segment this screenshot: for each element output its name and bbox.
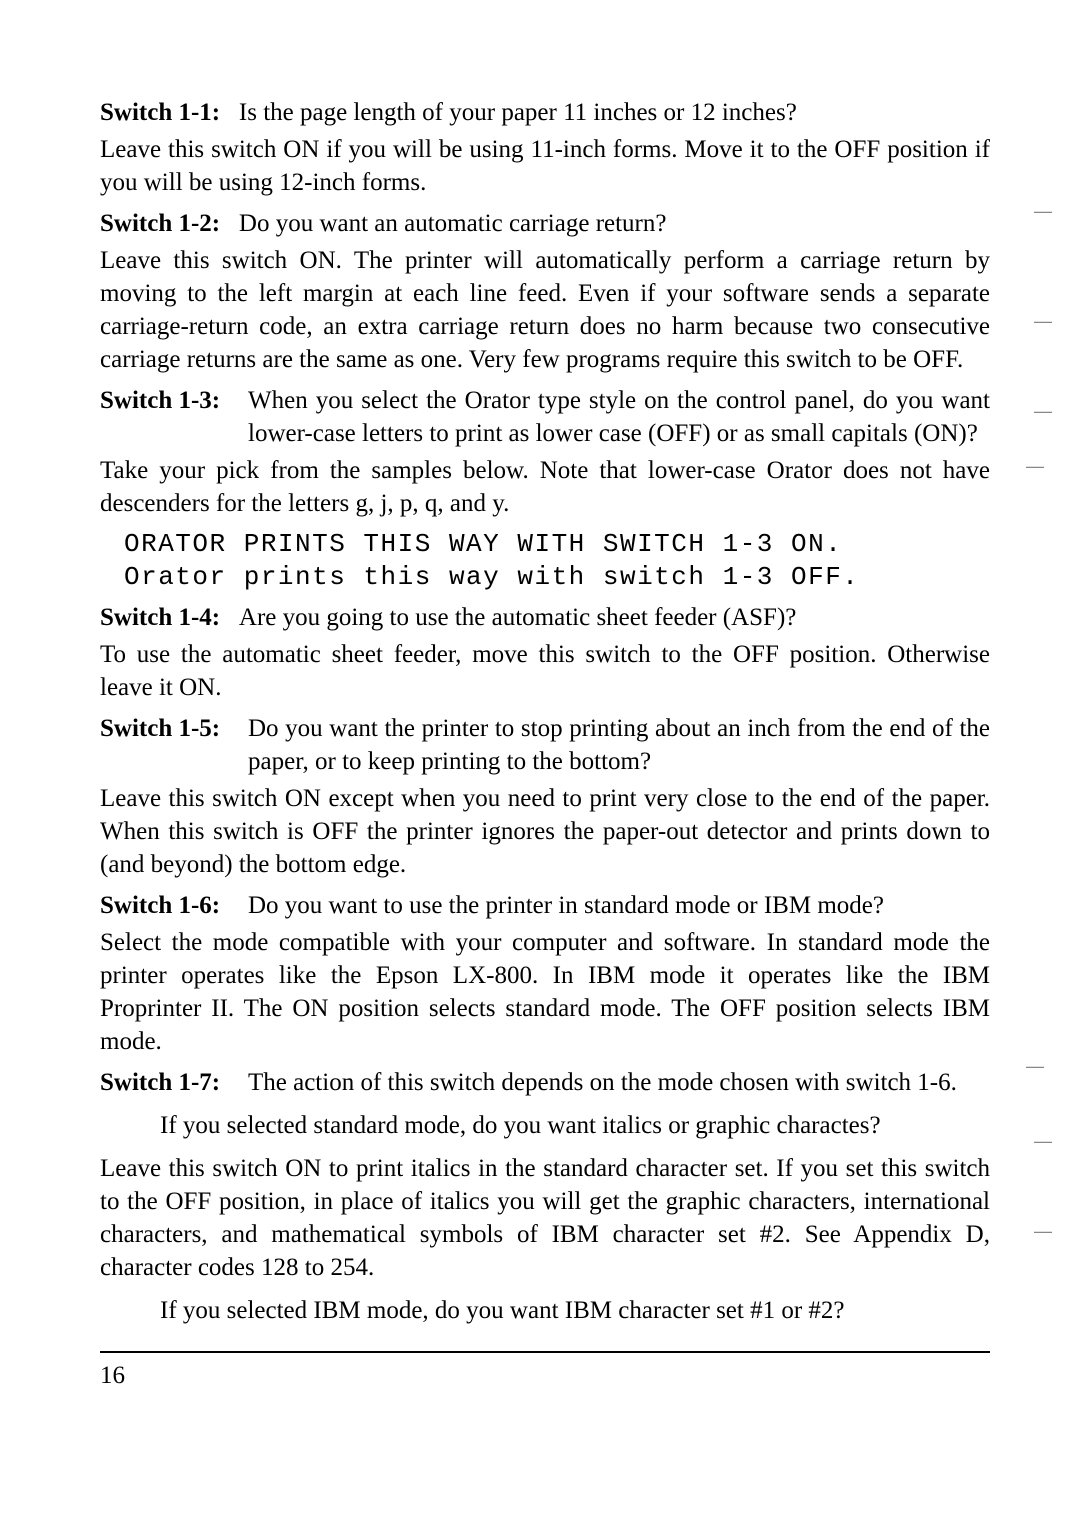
switch-1-7-ibm-question: If you selected IBM mode, do you want IB… bbox=[160, 1294, 990, 1327]
switch-1-2-label: Switch 1-2: bbox=[100, 210, 220, 237]
switch-1-4-question: Are you going to use the automatic sheet… bbox=[239, 604, 796, 631]
switch-1-3-heading: Switch 1-3: When you select the Orator t… bbox=[100, 384, 990, 450]
scan-artifact: — bbox=[1034, 1130, 1052, 1154]
switch-1-3-body: Take your pick from the samples below. N… bbox=[100, 454, 990, 520]
switch-1-4-body: To use the automatic sheet feeder, move … bbox=[100, 638, 990, 704]
switch-1-1-body: Leave this switch ON if you will be usin… bbox=[100, 133, 990, 199]
switch-1-2-heading: Switch 1-2: Do you want an automatic car… bbox=[100, 207, 990, 240]
switch-1-2-body: Leave this switch ON. The printer will a… bbox=[100, 244, 990, 376]
switch-1-1-label: Switch 1-1: bbox=[100, 99, 220, 126]
scan-artifact: — bbox=[1034, 200, 1052, 224]
switch-1-6-heading: Switch 1-6: Do you want to use the print… bbox=[100, 889, 990, 922]
switch-1-1-question: Is the page length of your paper 11 inch… bbox=[239, 99, 797, 126]
switch-1-5-question: Do you want the printer to stop printing… bbox=[248, 712, 990, 778]
orator-line-2: Orator prints this way with switch 1-3 O… bbox=[124, 562, 859, 592]
orator-sample: ORATOR PRINTS THIS WAY WITH SWITCH 1-3 O… bbox=[124, 528, 990, 593]
switch-1-3-question: When you select the Orator type style on… bbox=[248, 384, 990, 450]
switch-1-7-label: Switch 1-7: bbox=[100, 1069, 220, 1096]
scan-artifact: — bbox=[1034, 1220, 1052, 1244]
switch-1-4-heading: Switch 1-4: Are you going to use the aut… bbox=[100, 601, 990, 634]
scan-artifact: — bbox=[1026, 455, 1044, 479]
switch-1-5-heading: Switch 1-5: Do you want the printer to s… bbox=[100, 712, 990, 778]
scan-artifact: — bbox=[1034, 310, 1052, 334]
switch-1-6-question: Do you want to use the printer in standa… bbox=[248, 889, 990, 922]
switch-1-4-label: Switch 1-4: bbox=[100, 604, 220, 631]
switch-1-5-body: Leave this switch ON except when you nee… bbox=[100, 782, 990, 881]
orator-line-1: ORATOR PRINTS THIS WAY WITH SWITCH 1-3 O… bbox=[124, 529, 842, 559]
scan-artifact: — bbox=[1034, 400, 1052, 424]
scan-artifact: — bbox=[1026, 1055, 1044, 1079]
switch-1-1-heading: Switch 1-1: Is the page length of your p… bbox=[100, 96, 990, 129]
document-page: Switch 1-1: Is the page length of your p… bbox=[0, 0, 1080, 1533]
switch-1-7-heading: Switch 1-7: The action of this switch de… bbox=[100, 1066, 990, 1099]
switch-1-3-label: Switch 1-3: bbox=[100, 387, 220, 414]
switch-1-7-std-question: If you selected standard mode, do you wa… bbox=[160, 1109, 990, 1142]
switch-1-2-question: Do you want an automatic carriage return… bbox=[239, 210, 667, 237]
footer-rule bbox=[100, 1351, 990, 1353]
switch-1-6-body: Select the mode compatible with your com… bbox=[100, 926, 990, 1058]
switch-1-7-body: Leave this switch ON to print italics in… bbox=[100, 1152, 990, 1284]
switch-1-7-question: The action of this switch depends on the… bbox=[248, 1066, 990, 1099]
switch-1-5-label: Switch 1-5: bbox=[100, 715, 220, 742]
switch-1-6-label: Switch 1-6: bbox=[100, 892, 220, 919]
page-number: 16 bbox=[100, 1359, 990, 1392]
